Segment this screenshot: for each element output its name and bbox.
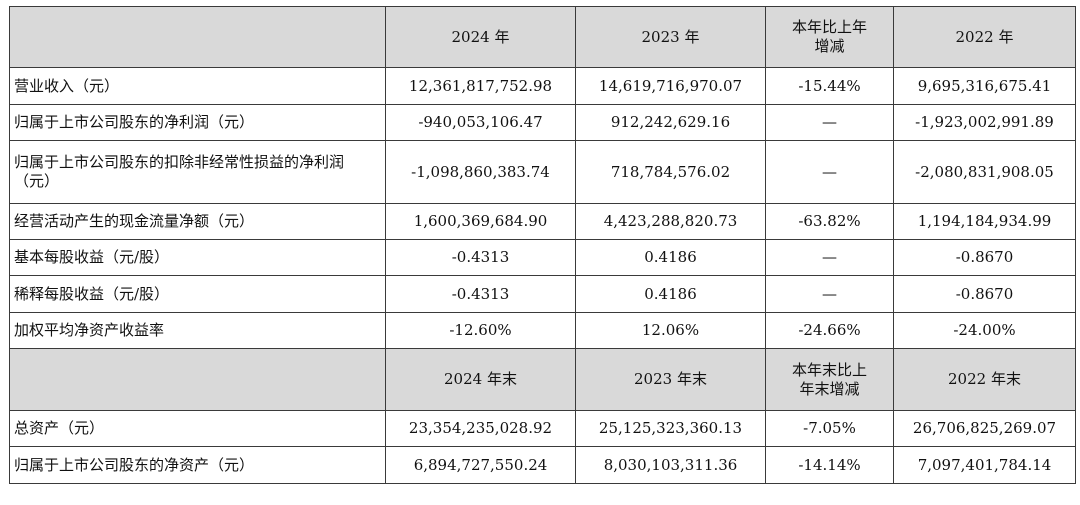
value-2024: -0.4313 (385, 239, 576, 276)
value-2023: 0.4186 (575, 275, 766, 313)
table-row: 营业收入（元） 12,361,817,752.98 14,619,716,970… (9, 67, 1076, 105)
table-row: 总资产（元） 23,354,235,028.92 25,125,323,360.… (9, 410, 1076, 447)
value-2024: -1,098,860,383.74 (385, 140, 576, 204)
row-label: 经营活动产生的现金流量净额（元） (9, 203, 386, 240)
row-label: 稀释每股收益（元/股） (9, 275, 386, 313)
header-cell-yoy-change-end: 本年末比上 年末增减 (765, 348, 894, 411)
value-2022-end: 26,706,825,269.07 (893, 410, 1076, 447)
value-2024: 1,600,369,684.90 (385, 203, 576, 240)
row-label: 营业收入（元） (9, 67, 386, 105)
value-2022: -24.00% (893, 312, 1076, 349)
table-row: 稀释每股收益（元/股） -0.4313 0.4186 — -0.8670 (9, 275, 1076, 313)
value-2023-end: 8,030,103,311.36 (575, 446, 766, 484)
value-change: — (765, 239, 894, 276)
table-row: 经营活动产生的现金流量净额（元） 1,600,369,684.90 4,423,… (9, 203, 1076, 240)
value-2022: -0.8670 (893, 239, 1076, 276)
header-cell-2022: 2022 年 (893, 6, 1076, 68)
value-2023: 14,619,716,970.07 (575, 67, 766, 105)
header-cell-2023-end: 2023 年末 (575, 348, 766, 411)
value-2022: -2,080,831,908.05 (893, 140, 1076, 204)
value-2024: -12.60% (385, 312, 576, 349)
financial-table-container: 2024 年 2023 年 本年比上年 增减 2022 年 营业收入（元） 12… (9, 6, 1076, 484)
value-2023-end: 25,125,323,360.13 (575, 410, 766, 447)
financial-summary-table: 2024 年 2023 年 本年比上年 增减 2022 年 营业收入（元） 12… (9, 6, 1076, 484)
header-row-year-end: 2024 年末 2023 年末 本年末比上 年末增减 2022 年末 (9, 348, 1076, 411)
value-2022: 1,194,184,934.99 (893, 203, 1076, 240)
table-row: 归属于上市公司股东的净利润（元） -940,053,106.47 912,242… (9, 104, 1076, 141)
row-label: 总资产（元） (9, 410, 386, 447)
table-row: 归属于上市公司股东的净资产（元） 6,894,727,550.24 8,030,… (9, 446, 1076, 484)
header-cell-blank (9, 6, 386, 68)
value-2024: 12,361,817,752.98 (385, 67, 576, 105)
value-2024-end: 23,354,235,028.92 (385, 410, 576, 447)
value-change: -7.05% (765, 410, 894, 447)
header-cell-2024-end: 2024 年末 (385, 348, 576, 411)
value-change: -15.44% (765, 67, 894, 105)
value-2023: 12.06% (575, 312, 766, 349)
value-2023: 912,242,629.16 (575, 104, 766, 141)
value-change: — (765, 140, 894, 204)
value-2022: -1,923,002,991.89 (893, 104, 1076, 141)
value-2023: 718,784,576.02 (575, 140, 766, 204)
value-2023: 0.4186 (575, 239, 766, 276)
header-cell-blank (9, 348, 386, 411)
table-row: 加权平均净资产收益率 -12.60% 12.06% -24.66% -24.00… (9, 312, 1076, 349)
row-label: 加权平均净资产收益率 (9, 312, 386, 349)
row-label: 归属于上市公司股东的净利润（元） (9, 104, 386, 141)
value-change: — (765, 104, 894, 141)
value-2024: -0.4313 (385, 275, 576, 313)
value-2022-end: 7,097,401,784.14 (893, 446, 1076, 484)
value-change: -24.66% (765, 312, 894, 349)
header-cell-2022-end: 2022 年末 (893, 348, 1076, 411)
value-2022: 9,695,316,675.41 (893, 67, 1076, 105)
header-row-annual: 2024 年 2023 年 本年比上年 增减 2022 年 (9, 6, 1076, 68)
value-2022: -0.8670 (893, 275, 1076, 313)
table-row: 基本每股收益（元/股） -0.4313 0.4186 — -0.8670 (9, 239, 1076, 276)
value-2024: -940,053,106.47 (385, 104, 576, 141)
header-cell-yoy-change: 本年比上年 增减 (765, 6, 894, 68)
row-label: 归属于上市公司股东的扣除非经常性损益的净利润（元） (9, 140, 386, 204)
row-label: 归属于上市公司股东的净资产（元） (9, 446, 386, 484)
table-row: 归属于上市公司股东的扣除非经常性损益的净利润（元） -1,098,860,383… (9, 140, 1076, 204)
header-cell-2024: 2024 年 (385, 6, 576, 68)
header-cell-2023: 2023 年 (575, 6, 766, 68)
value-change: — (765, 275, 894, 313)
value-2024-end: 6,894,727,550.24 (385, 446, 576, 484)
value-change: -63.82% (765, 203, 894, 240)
value-change: -14.14% (765, 446, 894, 484)
row-label: 基本每股收益（元/股） (9, 239, 386, 276)
value-2023: 4,423,288,820.73 (575, 203, 766, 240)
